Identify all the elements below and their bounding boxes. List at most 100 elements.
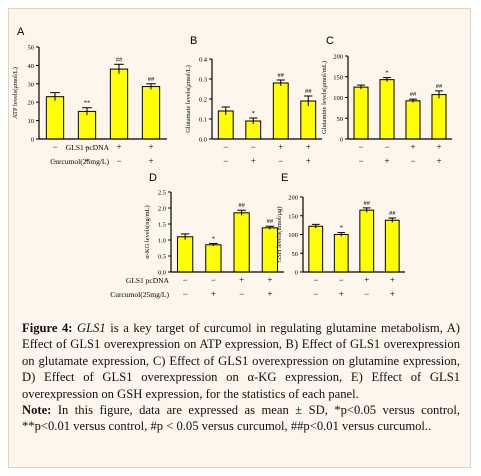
bar-A-4 [141, 86, 161, 140]
figure-caption: Figure 4: GLS1 is a key target of curcum… [22, 320, 460, 435]
panel-letter-E: E [281, 172, 288, 184]
row-label-gls1: GLS1 pcDNA [66, 143, 110, 152]
row-label-curcumol: Curcumol(25mg/L) [50, 157, 109, 166]
sign-gls1-B-1: − [223, 142, 228, 152]
y-tick-label-C: 100 [333, 95, 343, 102]
y-tick-label-A: 30 [28, 81, 35, 88]
y-tick-label-B: 0.0 [199, 137, 207, 144]
bar-C-4 [431, 94, 447, 140]
significance-marker-A-2: ** [84, 100, 91, 107]
y-tick-label-B: 0.1 [199, 117, 207, 124]
y-tick-label-E: 50 [292, 251, 299, 258]
y-tick-label-D: 1.0 [158, 238, 166, 245]
bar-E-2 [333, 234, 349, 273]
y-tick-label-A: 0 [31, 137, 34, 144]
sign-gls1-C-1: − [358, 142, 363, 152]
sign-gls1-B-2: − [251, 142, 256, 152]
caption-note-text: In this figure, data are expressed as me… [22, 403, 460, 434]
bar-C-2 [379, 79, 395, 140]
sign-curcumol-D-4: + [267, 289, 272, 299]
significance-marker-D-3: ## [238, 202, 245, 209]
significance-marker-A-4: ## [148, 76, 155, 83]
significance-marker-D-2: * [212, 236, 215, 243]
sign-curcumol-A-3: − [116, 156, 121, 166]
caption-gene-name: GLS1 [77, 321, 106, 335]
caption-figure-label: Figure 4: [22, 321, 73, 335]
sign-curcumol-C-1: − [358, 156, 363, 166]
caption-note: Note: In this figure, data are expressed… [22, 402, 460, 435]
y-tick-label-B: 0.4 [199, 57, 208, 64]
y-axis-label-B: Glutamate levels(μmol/L) [185, 65, 192, 133]
sign-gls1-A-2: − [84, 142, 89, 152]
sign-gls1-E-2: − [339, 275, 344, 285]
sign-gls1-E-4: + [390, 275, 395, 285]
sign-gls1-A-1: − [52, 142, 57, 152]
bar-C-1 [353, 86, 369, 140]
sign-gls1-D-2: − [211, 275, 216, 285]
sign-gls1-B-4: + [306, 142, 311, 152]
sign-curcumol-B-1: − [223, 156, 228, 166]
sign-gls1-A-3: + [116, 142, 121, 152]
sign-gls1-E-1: − [313, 275, 318, 285]
y-axis-label-C: Glutamine levels(μmol/mL) [321, 61, 328, 134]
y-tick-label-A: 40 [28, 63, 35, 70]
significance-marker-A-3: ## [116, 56, 123, 63]
sign-gls1-D-3: + [239, 275, 244, 285]
sign-curcumol-E-4: + [390, 289, 395, 299]
significance-marker-C-4: ## [436, 83, 443, 90]
y-tick-label-C: 0 [340, 137, 343, 144]
panel-letter-D: D [149, 172, 157, 184]
y-tick-label-D: 0.0 [158, 270, 166, 277]
significance-marker-E-3: ## [364, 200, 371, 207]
row-label-gls1: GLS1 pcDNA [126, 276, 170, 285]
y-tick-label-E: 150 [288, 213, 298, 220]
bar-A-2 [77, 110, 97, 140]
y-tick-label-C: 200 [333, 54, 343, 61]
bar-A-1 [45, 96, 65, 140]
significance-marker-B-4: ## [305, 88, 312, 95]
y-axis-label-A: ATP levels(μmol/L) [12, 67, 19, 119]
sign-curcumol-C-4: + [436, 156, 441, 166]
y-tick-label-D: 2.0 [158, 206, 166, 213]
y-axis-label-E: GSH levels(nmol/μg) [276, 206, 283, 262]
sign-curcumol-A-2: + [84, 156, 89, 166]
sign-curcumol-A-1: − [52, 156, 57, 166]
y-tick-label-D: 2.5 [158, 190, 166, 197]
significance-marker-D-4: ## [267, 218, 274, 225]
sign-curcumol-B-4: + [306, 156, 311, 166]
sign-gls1-E-3: + [364, 275, 369, 285]
y-tick-label-E: 0 [295, 270, 298, 277]
bar-A-3 [109, 68, 129, 140]
sign-gls1-C-3: + [410, 142, 415, 152]
sign-gls1-D-1: − [183, 275, 188, 285]
y-tick-label-B: 0.2 [199, 97, 207, 104]
significance-marker-C-2: * [385, 70, 388, 77]
sign-gls1-C-4: + [436, 142, 441, 152]
y-tick-label-D: 0.5 [158, 254, 166, 261]
sign-curcumol-D-3: − [239, 289, 244, 299]
significance-marker-E-4: ## [389, 210, 396, 217]
bar-E-1 [308, 225, 324, 273]
sign-gls1-C-2: − [384, 142, 389, 152]
bar-E-4 [384, 219, 400, 273]
y-tick-label-A: 10 [28, 118, 35, 125]
bar-D-1 [176, 236, 194, 273]
panel-letter-A: A [17, 26, 25, 38]
significance-marker-B-2: * [252, 110, 255, 117]
panel-letter-C: C [326, 35, 334, 47]
bar-D-2 [205, 244, 222, 273]
y-tick-label-E: 100 [288, 232, 298, 239]
bar-B-1 [217, 110, 234, 140]
y-tick-label-A: 20 [28, 100, 35, 107]
sign-curcumol-C-2: + [384, 156, 389, 166]
sign-curcumol-D-1: − [183, 289, 188, 299]
bar-D-3 [233, 212, 250, 273]
bar-C-3 [405, 100, 421, 140]
sign-curcumol-E-2: + [339, 289, 344, 299]
sign-curcumol-E-1: − [313, 289, 318, 299]
sign-curcumol-B-3: − [278, 156, 283, 166]
bar-B-4 [300, 100, 317, 140]
y-axis-label-D: α-KG levels(ng/mL) [144, 205, 151, 258]
sign-curcumol-C-3: − [410, 156, 415, 166]
